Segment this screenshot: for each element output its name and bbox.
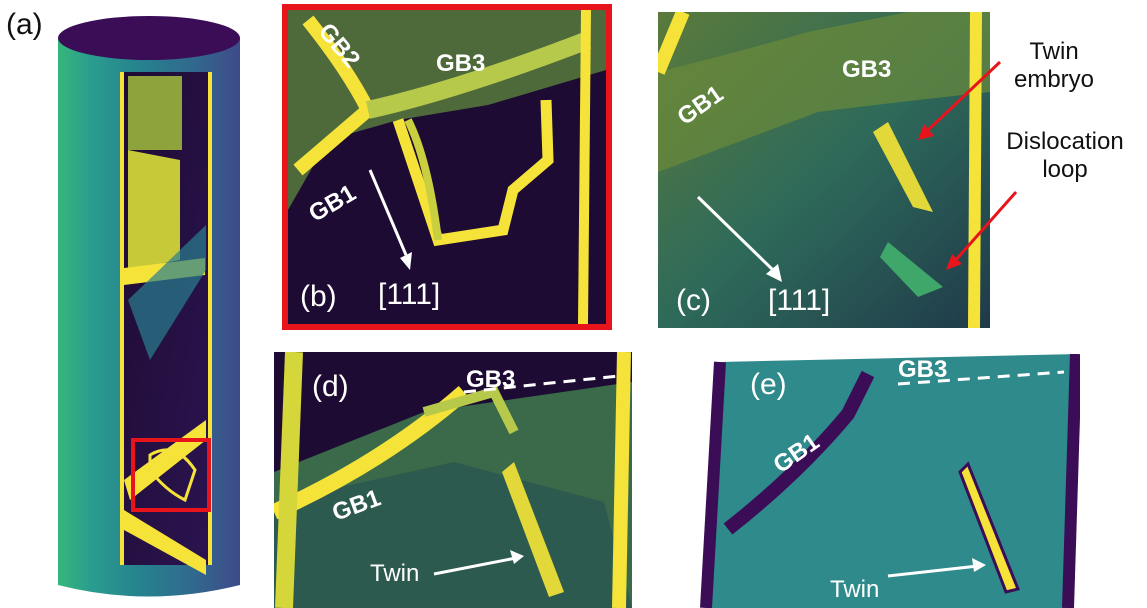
panel-b-label: (b) [300,280,337,313]
gb3-label: GB3 [898,356,948,383]
zoom-highlight-box [131,438,211,512]
gb3-trace [897,370,1065,386]
gb3-label: GB3 [466,366,516,393]
panel-b: GB2 GB3 GB1 (b) [111] [282,4,612,330]
direction-arrow [696,195,775,272]
direction-arrow [368,169,408,256]
panel-d-label: (d) [312,370,349,403]
panel-a-label: (a) [6,8,43,41]
panel-c-label: (c) [676,284,711,317]
twin-label: Twin [370,560,420,587]
panel-c-image [658,12,990,328]
annotation-arrows [918,60,1018,270]
gb3-trace [463,374,620,394]
panel-a: (a) [0,0,262,608]
gb3-label: GB3 [436,50,486,77]
panel-e-image [700,354,1080,608]
twin-label: Twin [830,576,880,603]
panel-e-label: (e) [750,368,787,401]
twin-arrow [887,564,979,578]
panel-b-image [288,10,606,324]
direction-label: [111] [378,278,441,311]
panel-c: GB1 GB3 (c) [111] [658,12,990,328]
panel-d: (d) GB3 GB1 Twin [274,352,632,608]
dislocation-loop-label: Dislocation loop [1006,128,1124,183]
gb3-label: GB3 [842,56,892,83]
nanopillar-image [58,16,240,597]
panel-d-image [274,352,632,608]
twin-embryo-label: Twin embryo [1013,38,1095,93]
twin-arrow [433,556,517,576]
direction-label: [111] [768,284,831,317]
panel-e: (e) GB3 GB1 Twin [688,354,1080,608]
